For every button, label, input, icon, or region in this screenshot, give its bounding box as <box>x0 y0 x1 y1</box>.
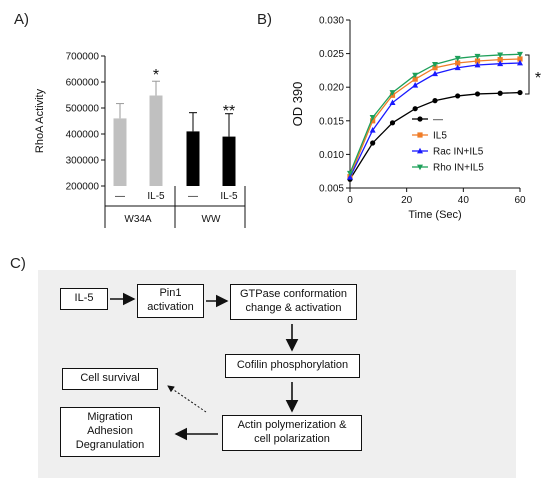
series-1-point <box>497 90 503 96</box>
actin-polymerization-box: Actin polymerization & cell polarization <box>222 415 362 451</box>
condition-label-3: — <box>188 191 198 202</box>
y-tick-label: 400000 <box>66 130 100 141</box>
bar-2 <box>149 95 163 186</box>
series-3-point <box>369 127 376 133</box>
series-3-point <box>412 81 419 88</box>
y-tick-label: 0.015 <box>319 116 344 127</box>
x-tick-label: 0 <box>347 195 353 206</box>
series-2-point <box>455 60 461 66</box>
pin1-activation-box: Pin1 activation <box>137 284 204 318</box>
x-tick-label: 40 <box>458 195 470 206</box>
series-3-point <box>497 60 504 67</box>
il5-box: IL-5 <box>60 288 108 310</box>
legend-label-1: — <box>433 115 443 126</box>
series-4-point <box>474 53 481 60</box>
series-1-point <box>455 93 461 99</box>
series-1-point <box>474 91 481 97</box>
cell-survival-box: Cell survival <box>62 368 158 390</box>
y-axis-title: RhoA Activity <box>34 88 46 153</box>
legend-marker-3 <box>417 147 423 154</box>
legend-label-2: IL5 <box>433 131 447 142</box>
series-2-point <box>432 65 438 71</box>
cofilin-phosphorylation-box: Cofilin phosphorylation <box>225 354 360 378</box>
series-3-point <box>474 61 481 68</box>
group-label-ww: WW <box>202 214 221 225</box>
y-tick-label: 0.025 <box>319 49 344 60</box>
series-3-point <box>432 70 438 77</box>
legend-marker-1 <box>417 116 423 122</box>
significance-bracket <box>525 54 530 95</box>
series-3-point <box>347 174 353 180</box>
series-2-point <box>474 58 481 64</box>
series-2-point <box>517 56 523 62</box>
significance-star-od: * <box>535 70 541 87</box>
series-4-point <box>369 115 376 121</box>
y-tick-label: 200000 <box>66 182 100 193</box>
series-1-point <box>370 140 376 146</box>
y-tick-label: 600000 <box>66 78 100 89</box>
legend-label-3: Rac IN+IL5 <box>433 147 484 158</box>
series-1-point <box>432 98 438 104</box>
series-4-point <box>412 72 419 79</box>
x-tick-label: 60 <box>514 195 526 206</box>
y-tick-label: 300000 <box>66 156 100 167</box>
series-4-point <box>497 52 504 59</box>
y-tick-label: 500000 <box>66 104 100 115</box>
series-1-point <box>389 120 396 126</box>
series-2-point <box>370 118 376 124</box>
series-4-point <box>347 170 353 177</box>
series-1-point <box>517 89 523 96</box>
y-tick-label: 0.020 <box>319 83 344 94</box>
group-divider-lines <box>104 186 246 228</box>
y-tick-label: 0.005 <box>319 184 344 195</box>
series-1-point <box>412 106 418 112</box>
legend-marker-4 <box>417 164 423 171</box>
x-axis-title: Time (Sec) <box>408 209 461 221</box>
legend-marker-2 <box>417 132 423 138</box>
series-4-point <box>432 61 438 68</box>
series-4-point <box>389 90 396 96</box>
od390-line-chart: 0.005 0.010 0.015 0.020 0.025 0.030 0 20 40 60 Tim… <box>290 16 526 222</box>
y-tick-label: 0.030 <box>319 16 344 27</box>
rhoa-bar-chart: 200000 300000 400000 500000 600000 700000 RhoA… <box>34 52 236 193</box>
series-3-point <box>454 64 461 71</box>
y-axis-title: OD 390 <box>290 82 305 127</box>
series-4-point <box>517 51 523 58</box>
dotted-arrow-to-cell-survival <box>167 385 207 413</box>
series-2-point <box>497 57 503 63</box>
bar-3 <box>186 131 200 186</box>
significance-star-w34a: * <box>153 67 159 84</box>
series-3-point <box>517 59 523 66</box>
series-2-point <box>412 76 418 82</box>
panel-c-letter: C) <box>10 255 26 272</box>
legend-label-4: Rho IN+IL5 <box>433 163 484 174</box>
migration-adhesion-degranulation-box: Migration Adhesion Degranulation <box>60 407 160 457</box>
panel-a-letter: A) <box>14 11 29 28</box>
y-tick-label: 700000 <box>66 52 100 63</box>
condition-label-4: IL-5 <box>220 191 238 202</box>
series-4-point <box>454 55 461 62</box>
series-3-point <box>389 99 396 106</box>
panel-b-letter: B) <box>257 11 272 28</box>
y-tick-label: 0.010 <box>319 150 344 161</box>
significance-star-ww: ** <box>223 103 235 120</box>
bar-4 <box>222 136 236 186</box>
gtpase-activation-box: GTPase conformation change & activation <box>230 284 357 320</box>
condition-label-1: — <box>115 191 125 202</box>
bar-1 <box>113 118 127 186</box>
x-tick-label: 20 <box>401 195 413 206</box>
condition-label-2: IL-5 <box>147 191 165 202</box>
group-label-w34a: W34A <box>124 214 152 225</box>
